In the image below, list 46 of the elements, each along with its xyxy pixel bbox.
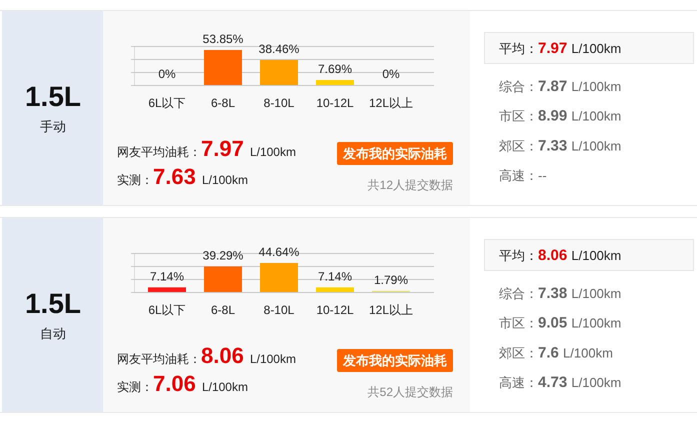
x-tick-label: 12L以上 — [368, 96, 414, 110]
text: 实测：7.06 L/100km — [117, 371, 248, 396]
text: 市区：8.99 L/100km — [499, 108, 622, 125]
text: 郊区：7.33 L/100km — [499, 137, 622, 154]
bar — [204, 266, 242, 292]
text: 郊区：7.6 L/100km — [499, 344, 613, 362]
x-tick-label: 10-12L — [316, 96, 354, 110]
data-label: 7.14% — [150, 269, 184, 284]
bar — [260, 262, 298, 292]
text: 综合：7.87 L/100km — [499, 78, 622, 95]
text: 高速：4.73 L/100km — [499, 374, 622, 392]
data-label: 44.64% — [258, 244, 300, 259]
text: 市区：9.05 L/100km — [499, 314, 622, 332]
text: 网友平均油耗：8.06 L/100km — [117, 343, 296, 368]
text: 网友平均油耗：7.97 L/100km — [117, 136, 296, 161]
x-tick-label: 8-10L — [264, 96, 295, 110]
x-tick-label: 8-10L — [264, 303, 295, 317]
x-tick-label: 12L以上 — [368, 303, 414, 317]
data-label: 0% — [382, 67, 400, 81]
data-label: 7.14% — [318, 269, 352, 284]
text: 高速：-- — [499, 168, 547, 184]
text: 平均：8.06 L/100km — [499, 247, 622, 264]
text: 发布我的实际油耗 — [342, 146, 447, 161]
text: 1.5L — [24, 81, 82, 112]
data-label: 53.85% — [202, 32, 244, 46]
x-tick-label: 6L以下 — [148, 96, 186, 110]
text: 共52人提交数据 — [368, 385, 453, 399]
data-label: 0% — [158, 67, 176, 81]
data-label: 1.79% — [374, 272, 408, 287]
text: 手动 — [40, 119, 66, 134]
data-label: 39.29% — [202, 248, 244, 262]
x-tick-label: 6L以下 — [148, 303, 186, 317]
x-tick-label: 6-8L — [210, 303, 236, 317]
data-label: 7.69% — [318, 62, 352, 76]
text: 自动 — [40, 326, 66, 341]
text: 发布我的实际油耗 — [342, 353, 447, 368]
bar — [316, 287, 354, 292]
bar — [148, 287, 186, 292]
x-tick-label: 10-12L — [316, 303, 354, 317]
text: 共12人提交数据 — [368, 178, 453, 192]
data-label: 38.46% — [258, 42, 300, 56]
text: 平均：7.97 L/100km — [499, 40, 622, 57]
x-tick-label: 6-8L — [210, 96, 236, 110]
text: 实测：7.63 L/100km — [117, 164, 248, 189]
text: 1.5L — [24, 288, 82, 319]
text: 综合：7.38 L/100km — [499, 285, 622, 302]
